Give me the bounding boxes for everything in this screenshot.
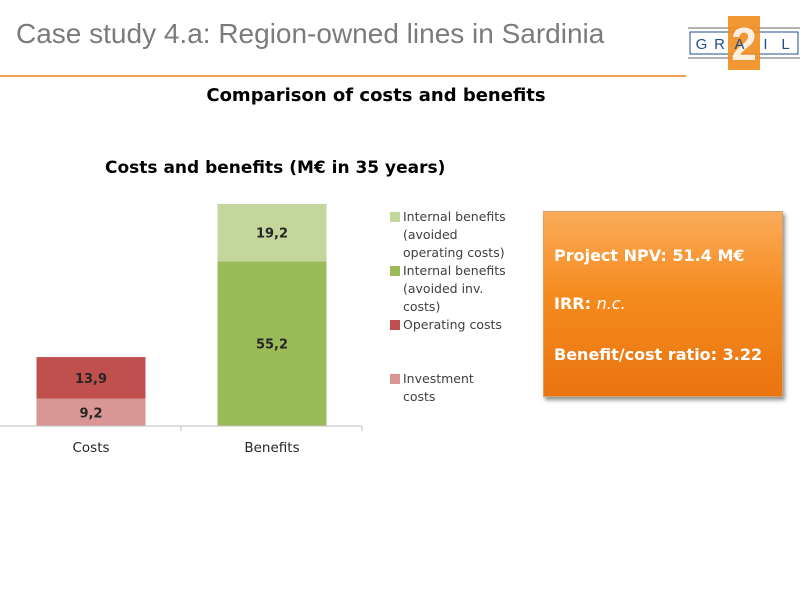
results-box: Project NPV: 51.4 M€ IRR: n.c. Benefit/c… <box>543 211 783 397</box>
bar-segment <box>36 357 146 399</box>
irr-label: IRR: <box>554 294 591 313</box>
data-label: 9,2 <box>79 406 102 421</box>
legend-swatch <box>390 266 400 276</box>
slide-title: Case study 4.a: Region-owned lines in Sa… <box>16 18 605 49</box>
bar-segment <box>217 204 327 262</box>
stacked-bar-chart: 9,2 13,9 55,2 19,2 Costs Benefits <box>0 204 363 456</box>
legend-label-line: Internal benefits <box>403 263 506 278</box>
legend-label-line: (avoided inv. <box>403 281 484 296</box>
legend-label: Investment costs <box>403 370 523 406</box>
legend-label-line: costs) <box>403 299 441 314</box>
logo-letter: G <box>696 36 709 53</box>
bar-segment <box>217 261 327 426</box>
legend-label: Operating costs <box>403 316 523 334</box>
irr-value: n.c. <box>596 294 626 313</box>
legend-label: Internal benefits (avoided operating costs… <box>403 208 523 262</box>
legend-label-line: Internal benefits <box>403 209 506 224</box>
bc-ratio-text: Benefit/cost ratio: 3.22 <box>554 345 763 364</box>
irr-text: IRR: n.c. <box>554 294 626 313</box>
logo-badge: 2 <box>731 18 757 70</box>
logo-letter: L <box>781 36 790 53</box>
logo-letter: I <box>763 36 768 53</box>
title-divider <box>0 75 686 77</box>
logo-badge-bg <box>728 16 760 70</box>
slide-subtitle: Comparison of costs and benefits <box>206 85 546 106</box>
data-label: 19,2 <box>256 227 288 242</box>
logo-letter: R <box>714 36 726 53</box>
legend-swatch <box>390 374 400 384</box>
bar-segment <box>36 398 146 426</box>
legend-swatch <box>390 320 400 330</box>
npv-text: Project NPV: 51.4 M€ <box>554 246 745 265</box>
data-label: 55,2 <box>256 338 288 353</box>
legend-label-line: operating costs) <box>403 245 505 260</box>
chart-title: Costs and benefits (M€ in 35 years) <box>105 158 446 178</box>
legend-label-line: Investment <box>403 371 474 386</box>
logo-letter: A <box>734 36 745 53</box>
legend-label-line: Operating costs <box>403 317 502 332</box>
legend-label: Internal benefits (avoided inv. costs) <box>403 262 523 316</box>
legend-label-line: (avoided <box>403 227 458 242</box>
data-label: 13,9 <box>75 372 107 387</box>
x-tick-label: Benefits <box>244 440 299 456</box>
legend-swatch <box>390 212 400 222</box>
legend-label-line: costs <box>403 389 436 404</box>
x-tick-label: Costs <box>72 440 109 456</box>
